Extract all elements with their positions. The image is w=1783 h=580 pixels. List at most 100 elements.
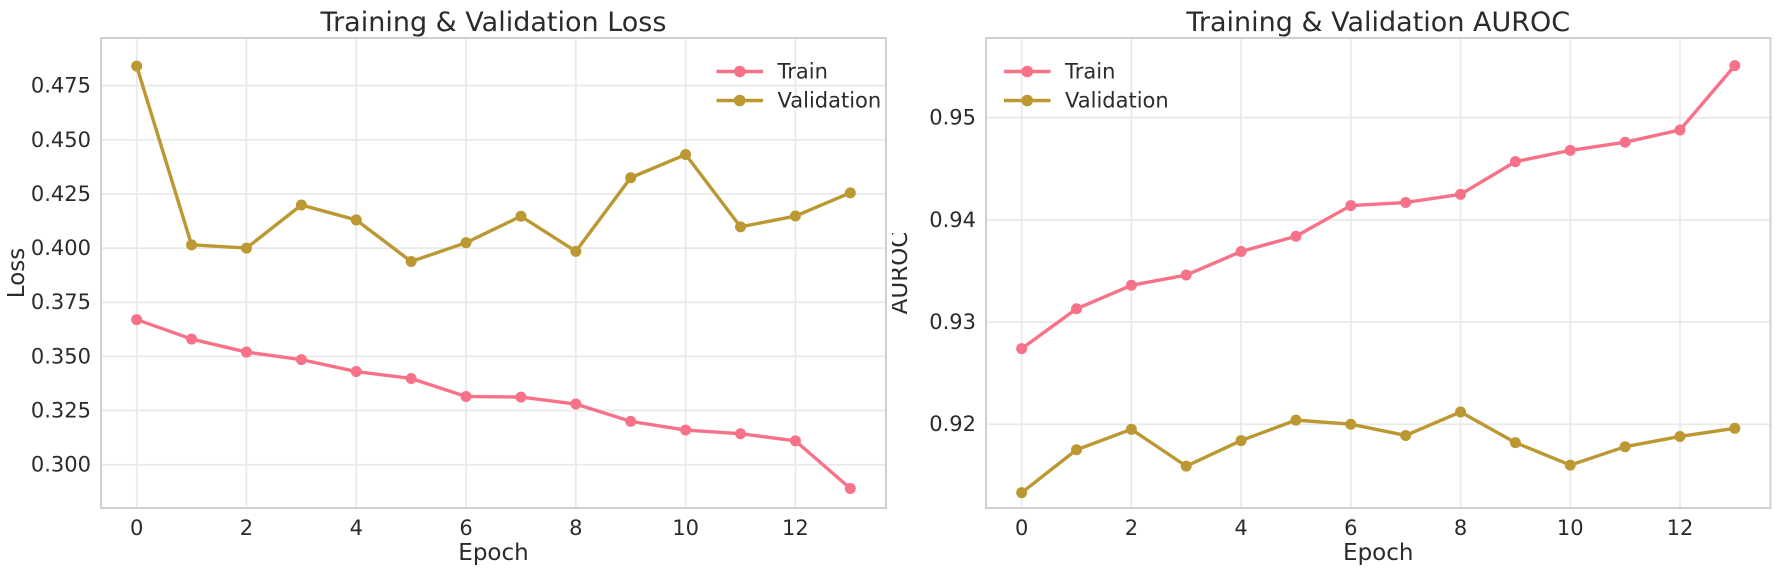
train-data-point xyxy=(1235,246,1247,258)
x-tick-label: 4 xyxy=(1234,516,1247,540)
train-data-point xyxy=(1289,230,1301,242)
train-data-point xyxy=(1070,303,1082,315)
x-tick-label: 12 xyxy=(782,516,809,540)
train-data-point xyxy=(460,390,472,402)
train-data-point xyxy=(789,435,801,447)
validation-data-point xyxy=(625,172,637,184)
train-data-point xyxy=(1180,269,1192,281)
train-data-point xyxy=(1728,60,1740,72)
train-data-point xyxy=(1454,188,1466,200)
validation-data-point xyxy=(1180,460,1192,472)
train-data-point xyxy=(570,398,582,410)
validation-data-point xyxy=(1344,418,1356,430)
legend-label: Validation xyxy=(778,89,882,113)
validation-data-point xyxy=(1125,423,1137,435)
train-data-point xyxy=(625,415,637,427)
validation-data-point xyxy=(240,242,252,254)
y-tick-label: 0.450 xyxy=(31,128,91,152)
train-data-point xyxy=(1015,343,1027,355)
chart-title: Training & Validation Loss xyxy=(320,7,667,38)
train-data-point xyxy=(1344,200,1356,212)
train-line xyxy=(1020,64,1736,350)
y-tick-label: 0.95 xyxy=(929,106,976,130)
y-tick-label: 0.93 xyxy=(929,310,976,334)
train-data-point xyxy=(240,346,252,358)
validation-data-point xyxy=(735,221,747,233)
train-data-point xyxy=(405,372,417,384)
x-tick-label: 0 xyxy=(1014,516,1027,540)
validation-data-point xyxy=(1564,459,1576,471)
y-tick-label: 0.375 xyxy=(31,290,91,314)
validation-data-point xyxy=(570,245,582,257)
x-tick-label: 6 xyxy=(459,516,472,540)
x-tick-label: 10 xyxy=(1556,516,1583,540)
validation-data-point xyxy=(1399,429,1411,441)
validation-data-point xyxy=(1070,444,1082,456)
x-tick-label: 4 xyxy=(350,516,363,540)
validation-data-point xyxy=(295,199,307,211)
panel-auroc: 0.92 0.93 0.94 0.95 0 2 4 6 8 10 12 Training & Vali… xyxy=(887,0,1783,580)
validation-line xyxy=(1020,410,1735,495)
train-data-point xyxy=(131,314,143,326)
x-tick-label: 8 xyxy=(1453,516,1466,540)
train-line xyxy=(136,317,852,490)
legend-label: Validation xyxy=(1065,89,1169,113)
train-data-point xyxy=(1564,144,1576,156)
validation-data-point xyxy=(1289,414,1301,426)
y-tick-label: 0.425 xyxy=(31,182,91,206)
legend-label: Train xyxy=(777,60,828,84)
validation-data-point xyxy=(515,210,527,222)
train-data-point xyxy=(735,428,747,440)
y-tick-label: 0.400 xyxy=(31,236,91,260)
legend-label: Train xyxy=(1064,60,1115,84)
x-tick-label: 2 xyxy=(240,516,253,540)
validation-data-point xyxy=(844,187,856,199)
legend-marker xyxy=(733,65,746,78)
train-data-point xyxy=(295,354,307,366)
train-data-point xyxy=(844,483,856,495)
validation-data-point xyxy=(1728,422,1740,434)
x-tick-label: 12 xyxy=(1666,516,1693,540)
y-tick-label: 0.300 xyxy=(31,453,91,477)
y-tick-label: 0.94 xyxy=(929,208,976,232)
validation-data-point xyxy=(460,237,472,249)
validation-data-point xyxy=(1454,406,1466,418)
x-tick-label: 2 xyxy=(1124,516,1137,540)
x-tick-label: 0 xyxy=(130,516,143,540)
x-axis-label: Epoch xyxy=(1343,540,1413,566)
train-data-point xyxy=(1619,136,1631,148)
plot-border xyxy=(100,37,887,509)
legend-marker xyxy=(733,94,746,107)
chart-title: Training & Validation AUROC xyxy=(1185,7,1570,38)
auroc-chart: 0.92 0.93 0.94 0.95 0 2 4 6 8 10 12 Training & Vali… xyxy=(887,7,1771,566)
validation-data-point xyxy=(1673,430,1685,442)
train-data-point xyxy=(1509,156,1521,168)
train-data-point xyxy=(515,391,527,403)
y-axis-label: AUROC xyxy=(892,232,913,315)
loss-chart: 0.300 0.325 0.350 0.375 0.400 0.425 0.450 0.475… xyxy=(4,7,887,566)
validation-data-point xyxy=(186,239,198,251)
legend-marker xyxy=(1020,94,1033,107)
train-data-point xyxy=(680,424,692,436)
y-tick-label: 0.475 xyxy=(31,74,91,98)
x-tick-label: 8 xyxy=(569,516,582,540)
legend-marker xyxy=(1020,65,1033,78)
plot-border xyxy=(984,37,1771,509)
y-tick-label: 0.325 xyxy=(31,399,91,423)
train-data-point xyxy=(350,366,362,378)
x-tick-label: 10 xyxy=(672,516,699,540)
x-axis-label: Epoch xyxy=(458,540,528,566)
validation-data-point xyxy=(1509,437,1521,449)
validation-data-point xyxy=(1619,441,1631,453)
validation-data-point xyxy=(789,210,801,222)
panel-loss: 0.300 0.325 0.350 0.375 0.400 0.425 0.450 0.475… xyxy=(4,7,887,566)
x-tick-label: 6 xyxy=(1344,516,1357,540)
validation-data-point xyxy=(680,149,692,161)
train-data-point xyxy=(1673,124,1685,136)
validation-data-point xyxy=(350,214,362,226)
validation-line xyxy=(135,65,851,264)
train-data-point xyxy=(186,333,198,345)
validation-data-point xyxy=(1015,487,1027,499)
validation-data-point xyxy=(1235,435,1247,447)
